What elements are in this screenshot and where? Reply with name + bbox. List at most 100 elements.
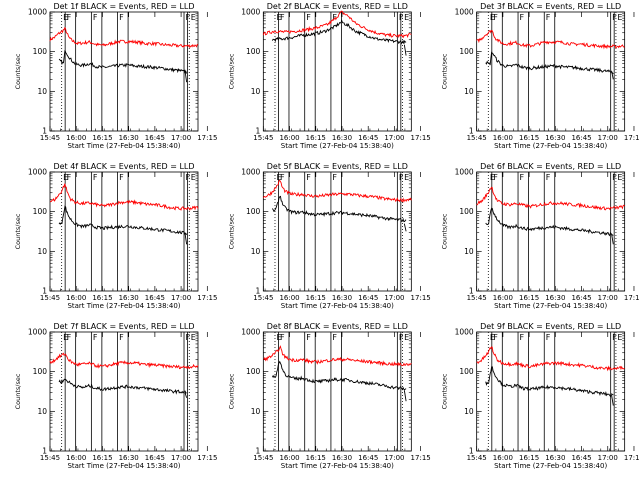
x-axis-label: Start Time (27-Feb-04 15:38:40) <box>494 462 607 470</box>
event-marker-label: F <box>399 173 404 182</box>
x-tick-label: 16:00 <box>279 294 299 302</box>
chart-panel: Det 6f BLACK = Events, RED = LLD 1 10 100 10… <box>441 162 640 310</box>
y-tick-label: 1 <box>256 447 261 456</box>
event-marker-label: F <box>399 13 404 22</box>
events-series-line <box>184 392 188 398</box>
x-tick-label: 16:45 <box>358 454 378 462</box>
events-series-line <box>58 50 188 75</box>
event-marker-label: F <box>306 13 311 22</box>
y-tick-label: 1 <box>256 287 261 296</box>
events-series-line <box>271 19 407 45</box>
chart-title: Det 4f BLACK = Events, RED = LLD <box>53 162 194 171</box>
x-tick-label: 16:00 <box>279 454 299 462</box>
event-marker-label: F <box>93 13 98 22</box>
y-tick-label: 100 <box>246 207 261 216</box>
x-tick-label: 17:00 <box>384 294 404 302</box>
y-axis-label: Counts/sec <box>227 213 235 249</box>
x-tick-label: 17:15 <box>624 134 640 142</box>
event-marker-label: F <box>67 173 72 182</box>
y-axis-label: Counts/sec <box>14 213 22 249</box>
events-series-line <box>58 378 187 395</box>
event-marker-label: F <box>119 13 124 22</box>
events-series-line <box>611 233 614 245</box>
chart-title: Det 6f BLACK = Events, RED = LLD <box>480 162 621 171</box>
x-tick-label: 15:45 <box>467 134 487 142</box>
event-marker-label: E <box>490 333 495 342</box>
x-tick-label: 16:45 <box>358 134 378 142</box>
x-axis-label: Start Time (27-Feb-04 15:38:40) <box>67 142 180 150</box>
y-tick-label: 1000 <box>28 8 47 17</box>
chart-title: Det 1f BLACK = Events, RED = LLD <box>53 2 194 11</box>
x-tick-label: 16:15 <box>519 134 539 142</box>
chart-panel: Det 1f BLACK = Events, RED = LLD 1 10 100 10… <box>14 2 217 150</box>
event-marker-label: F <box>546 173 551 182</box>
x-tick-label: 15:45 <box>253 134 273 142</box>
x-axis-label: Start Time (27-Feb-04 15:38:40) <box>281 142 394 150</box>
x-tick-label: 15:45 <box>467 294 487 302</box>
event-marker-label: F <box>332 333 337 342</box>
events-series-line <box>271 195 407 223</box>
event-marker-label: F <box>493 173 498 182</box>
y-axis-label: Counts/sec <box>441 53 449 89</box>
lld-series-line <box>49 183 199 211</box>
y-tick-label: 100 <box>33 47 48 56</box>
y-tick-label: 100 <box>246 47 261 56</box>
y-axis-label: Counts/sec <box>227 373 235 409</box>
event-marker-label: E <box>191 13 196 22</box>
x-tick-label: 16:45 <box>145 294 165 302</box>
x-tick-label: 17:15 <box>197 294 217 302</box>
event-marker-label: F <box>280 333 285 342</box>
x-tick-label: 16:30 <box>119 454 139 462</box>
event-marker-label: F <box>612 13 617 22</box>
lld-series-line <box>476 346 625 372</box>
event-marker-label: F <box>186 13 191 22</box>
lld-series-line <box>263 345 412 367</box>
event-marker-label: F <box>546 333 551 342</box>
event-marker-label: F <box>93 173 98 182</box>
event-marker-label: F <box>612 173 617 182</box>
x-tick-label: 16:45 <box>145 454 165 462</box>
event-marker-label: E <box>617 13 622 22</box>
event-marker-label: E <box>63 13 68 22</box>
y-tick-label: 1000 <box>28 328 47 337</box>
event-marker-label: E <box>191 173 196 182</box>
x-tick-label: 16:30 <box>119 134 139 142</box>
event-marker-label: E <box>276 333 281 342</box>
x-tick-label: 17:00 <box>598 134 618 142</box>
x-tick-label: 16:00 <box>66 294 86 302</box>
x-tick-label: 17:00 <box>171 134 191 142</box>
plot-frame <box>49 11 199 132</box>
x-tick-label: 17:00 <box>384 454 404 462</box>
events-series-line <box>485 207 614 237</box>
event-marker-label: E <box>276 173 281 182</box>
x-tick-label: 15:45 <box>40 134 60 142</box>
chart-title: Det 3f BLACK = Events, RED = LLD <box>480 2 621 11</box>
plot-frame <box>262 11 412 132</box>
lld-series-line <box>476 186 626 211</box>
event-marker-label: F <box>186 173 191 182</box>
x-axis-label: Start Time (27-Feb-04 15:38:40) <box>67 462 180 470</box>
plot-frame <box>49 171 199 292</box>
x-tick-label: 17:15 <box>197 454 217 462</box>
y-tick-label: 100 <box>459 367 474 376</box>
chart-panel: Det 5f BLACK = Events, RED = LLD 1 10 100 10… <box>227 162 430 310</box>
y-tick-label: 1 <box>256 127 261 136</box>
y-tick-label: 10 <box>37 247 47 256</box>
chart-panel: Det 4f BLACK = Events, RED = LLD 1 10 100 10… <box>14 162 217 310</box>
y-axis-label: Counts/sec <box>227 53 235 89</box>
x-tick-label: 17:15 <box>624 454 640 462</box>
plot-frame <box>476 331 626 452</box>
event-marker-label: F <box>119 333 124 342</box>
x-tick-label: 17:15 <box>411 454 431 462</box>
x-tick-label: 15:45 <box>253 454 273 462</box>
x-tick-label: 17:15 <box>197 134 217 142</box>
y-tick-label: 1 <box>42 127 47 136</box>
x-axis-label: Start Time (27-Feb-04 15:38:40) <box>281 302 394 310</box>
y-tick-label: 1 <box>42 287 47 296</box>
x-tick-label: 16:30 <box>119 294 139 302</box>
event-marker-label: E <box>276 13 281 22</box>
y-tick-label: 1000 <box>455 8 474 17</box>
event-marker-label: E <box>63 333 68 342</box>
y-tick-label: 10 <box>464 87 474 96</box>
y-tick-label: 1000 <box>241 168 260 177</box>
